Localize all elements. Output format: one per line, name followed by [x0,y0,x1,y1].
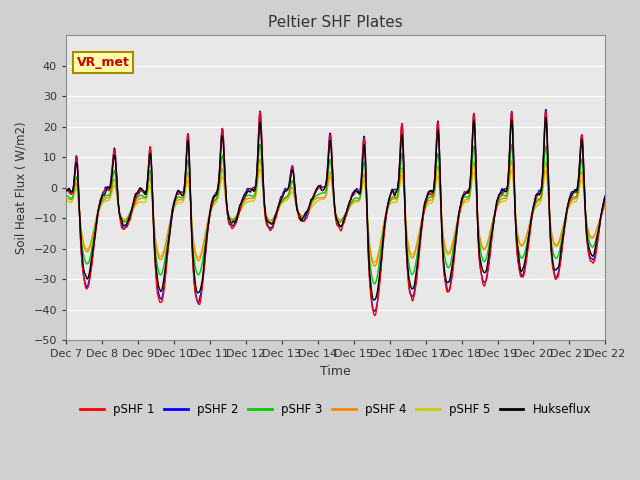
Text: VR_met: VR_met [77,56,130,69]
Title: Peltier SHF Plates: Peltier SHF Plates [268,15,403,30]
Y-axis label: Soil Heat Flux ( W/m2): Soil Heat Flux ( W/m2) [15,121,28,254]
Legend: pSHF 1, pSHF 2, pSHF 3, pSHF 4, pSHF 5, Hukseflux: pSHF 1, pSHF 2, pSHF 3, pSHF 4, pSHF 5, … [76,398,596,420]
X-axis label: Time: Time [321,365,351,378]
